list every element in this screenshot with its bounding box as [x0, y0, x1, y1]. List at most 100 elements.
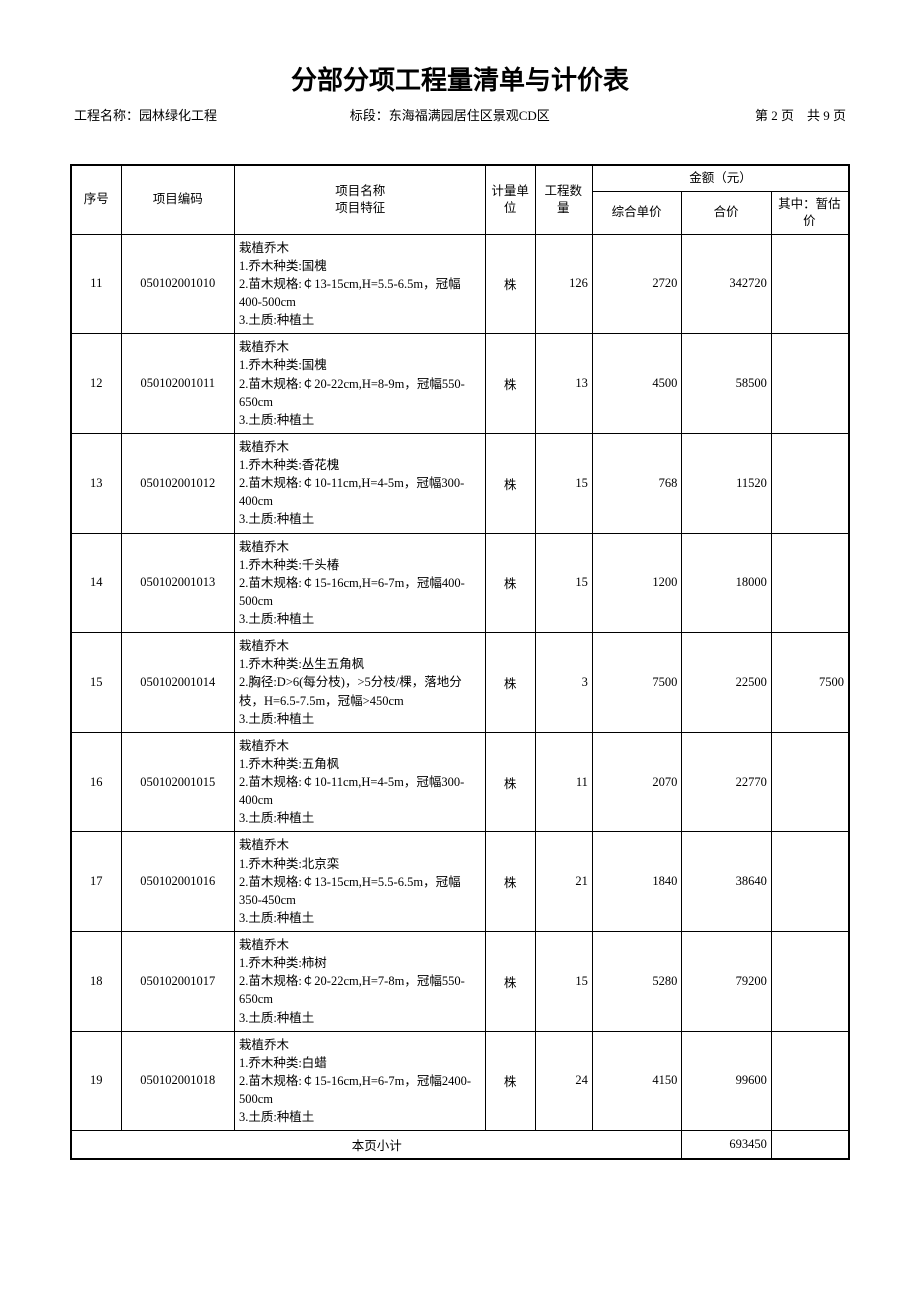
- cell-code: 050102001017: [121, 932, 234, 1032]
- cell-qty: 15: [535, 533, 592, 633]
- cell-seq: 13: [71, 433, 121, 533]
- header-info: 工程名称：园林绿化工程 标段：东海福满园居住区景观CD区 第 2 页 共 9 页: [70, 105, 850, 124]
- cell-code: 050102001013: [121, 533, 234, 633]
- cell-total-price: 342720: [682, 234, 771, 334]
- project-label: 工程名称：: [74, 108, 139, 123]
- cell-unit: 株: [485, 732, 535, 832]
- col-amount-group: 金额（元）: [592, 165, 849, 191]
- col-temp-price: 其中：暂估价: [771, 191, 849, 234]
- cell-temp-price: 7500: [771, 633, 849, 733]
- cell-desc: 栽植乔木1.乔木种类:北京栾2.苗木规格:￠13-15cm,H=5.5-6.5m…: [234, 832, 485, 932]
- cell-temp-price: [771, 932, 849, 1032]
- cell-total-price: 11520: [682, 433, 771, 533]
- cell-unit: 株: [485, 633, 535, 733]
- section-value: 东海福满园居住区景观CD区: [389, 108, 550, 123]
- cell-unit-price: 4150: [592, 1031, 681, 1131]
- cell-seq: 14: [71, 533, 121, 633]
- cell-qty: 126: [535, 234, 592, 334]
- cell-total-price: 38640: [682, 832, 771, 932]
- bill-table: 序号 项目编码 项目名称项目特征 计量单位 工程数量 金额（元） 综合单价 合价…: [70, 164, 850, 1160]
- col-code: 项目编码: [121, 165, 234, 234]
- cell-code: 050102001015: [121, 732, 234, 832]
- table-row: 19050102001018栽植乔木1.乔木种类:白蜡2.苗木规格:￠15-16…: [71, 1031, 849, 1131]
- cell-unit-price: 5280: [592, 932, 681, 1032]
- cell-unit-price: 1200: [592, 533, 681, 633]
- cell-desc: 栽植乔木1.乔木种类:香花槐2.苗木规格:￠10-11cm,H=4-5m，冠幅3…: [234, 433, 485, 533]
- cell-seq: 17: [71, 832, 121, 932]
- cell-code: 050102001014: [121, 633, 234, 733]
- cell-unit-price: 7500: [592, 633, 681, 733]
- cell-unit-price: 1840: [592, 832, 681, 932]
- cell-seq: 16: [71, 732, 121, 832]
- cell-seq: 15: [71, 633, 121, 733]
- cell-temp-price: [771, 334, 849, 434]
- cell-qty: 15: [535, 433, 592, 533]
- cell-code: 050102001016: [121, 832, 234, 932]
- cell-qty: 24: [535, 1031, 592, 1131]
- cell-unit: 株: [485, 932, 535, 1032]
- col-unit: 计量单位: [485, 165, 535, 234]
- cell-unit: 株: [485, 1031, 535, 1131]
- project-name: 工程名称：园林绿化工程: [74, 105, 350, 124]
- cell-qty: 3: [535, 633, 592, 733]
- cell-qty: 15: [535, 932, 592, 1032]
- cell-seq: 19: [71, 1031, 121, 1131]
- cell-temp-price: [771, 1031, 849, 1131]
- cell-total-price: 99600: [682, 1031, 771, 1131]
- subtotal-temp: [771, 1131, 849, 1160]
- col-unit-price: 综合单价: [592, 191, 681, 234]
- cell-desc: 栽植乔木1.乔木种类:国槐2.苗木规格:￠20-22cm,H=8-9m，冠幅55…: [234, 334, 485, 434]
- cell-desc: 栽植乔木1.乔木种类:五角枫2.苗木规格:￠10-11cm,H=4-5m，冠幅3…: [234, 732, 485, 832]
- cell-qty: 11: [535, 732, 592, 832]
- table-row: 12050102001011栽植乔木1.乔木种类:国槐2.苗木规格:￠20-22…: [71, 334, 849, 434]
- table-row: 11050102001010栽植乔木1.乔木种类:国槐2.苗木规格:￠13-15…: [71, 234, 849, 334]
- cell-unit: 株: [485, 234, 535, 334]
- cell-desc: 栽植乔木1.乔木种类:白蜡2.苗木规格:￠15-16cm,H=6-7m，冠幅24…: [234, 1031, 485, 1131]
- cell-desc: 栽植乔木1.乔木种类:丛生五角枫2.胸径:D>6(每分枝)，>5分枝/棵，落地分…: [234, 633, 485, 733]
- project-value: 园林绿化工程: [139, 108, 217, 123]
- table-row: 14050102001013栽植乔木1.乔木种类:千头椿2.苗木规格:￠15-1…: [71, 533, 849, 633]
- subtotal-label: 本页小计: [71, 1131, 682, 1160]
- cell-code: 050102001012: [121, 433, 234, 533]
- cell-temp-price: [771, 533, 849, 633]
- cell-temp-price: [771, 832, 849, 932]
- cell-temp-price: [771, 732, 849, 832]
- cell-unit: 株: [485, 433, 535, 533]
- cell-total-price: 22770: [682, 732, 771, 832]
- page-number: 第 2 页 共 9 页: [708, 105, 846, 124]
- table-row: 13050102001012栽植乔木1.乔木种类:香花槐2.苗木规格:￠10-1…: [71, 433, 849, 533]
- cell-unit: 株: [485, 334, 535, 434]
- cell-seq: 18: [71, 932, 121, 1032]
- subtotal-value: 693450: [682, 1131, 771, 1160]
- col-seq: 序号: [71, 165, 121, 234]
- table-row: 17050102001016栽植乔木1.乔木种类:北京栾2.苗木规格:￠13-1…: [71, 832, 849, 932]
- col-total-price: 合价: [682, 191, 771, 234]
- cell-unit-price: 768: [592, 433, 681, 533]
- cell-desc: 栽植乔木1.乔木种类:柿树2.苗木规格:￠20-22cm,H=7-8m，冠幅55…: [234, 932, 485, 1032]
- page-title: 分部分项工程量清单与计价表: [70, 60, 850, 97]
- cell-code: 050102001010: [121, 234, 234, 334]
- subtotal-row: 本页小计 693450: [71, 1131, 849, 1160]
- col-qty: 工程数量: [535, 165, 592, 234]
- cell-unit-price: 2720: [592, 234, 681, 334]
- cell-seq: 11: [71, 234, 121, 334]
- table-header-row-1: 序号 项目编码 项目名称项目特征 计量单位 工程数量 金额（元）: [71, 165, 849, 191]
- cell-unit-price: 4500: [592, 334, 681, 434]
- table-row: 15050102001014栽植乔木1.乔木种类:丛生五角枫2.胸径:D>6(每…: [71, 633, 849, 733]
- cell-unit: 株: [485, 533, 535, 633]
- cell-temp-price: [771, 433, 849, 533]
- section-label: 标段：: [350, 108, 389, 123]
- cell-total-price: 58500: [682, 334, 771, 434]
- cell-temp-price: [771, 234, 849, 334]
- cell-total-price: 79200: [682, 932, 771, 1032]
- cell-qty: 21: [535, 832, 592, 932]
- cell-code: 050102001018: [121, 1031, 234, 1131]
- col-desc: 项目名称项目特征: [234, 165, 485, 234]
- cell-total-price: 18000: [682, 533, 771, 633]
- cell-desc: 栽植乔木1.乔木种类:国槐2.苗木规格:￠13-15cm,H=5.5-6.5m，…: [234, 234, 485, 334]
- cell-desc: 栽植乔木1.乔木种类:千头椿2.苗木规格:￠15-16cm,H=6-7m，冠幅4…: [234, 533, 485, 633]
- cell-seq: 12: [71, 334, 121, 434]
- section-name: 标段：东海福满园居住区景观CD区: [350, 105, 708, 124]
- cell-total-price: 22500: [682, 633, 771, 733]
- table-row: 16050102001015栽植乔木1.乔木种类:五角枫2.苗木规格:￠10-1…: [71, 732, 849, 832]
